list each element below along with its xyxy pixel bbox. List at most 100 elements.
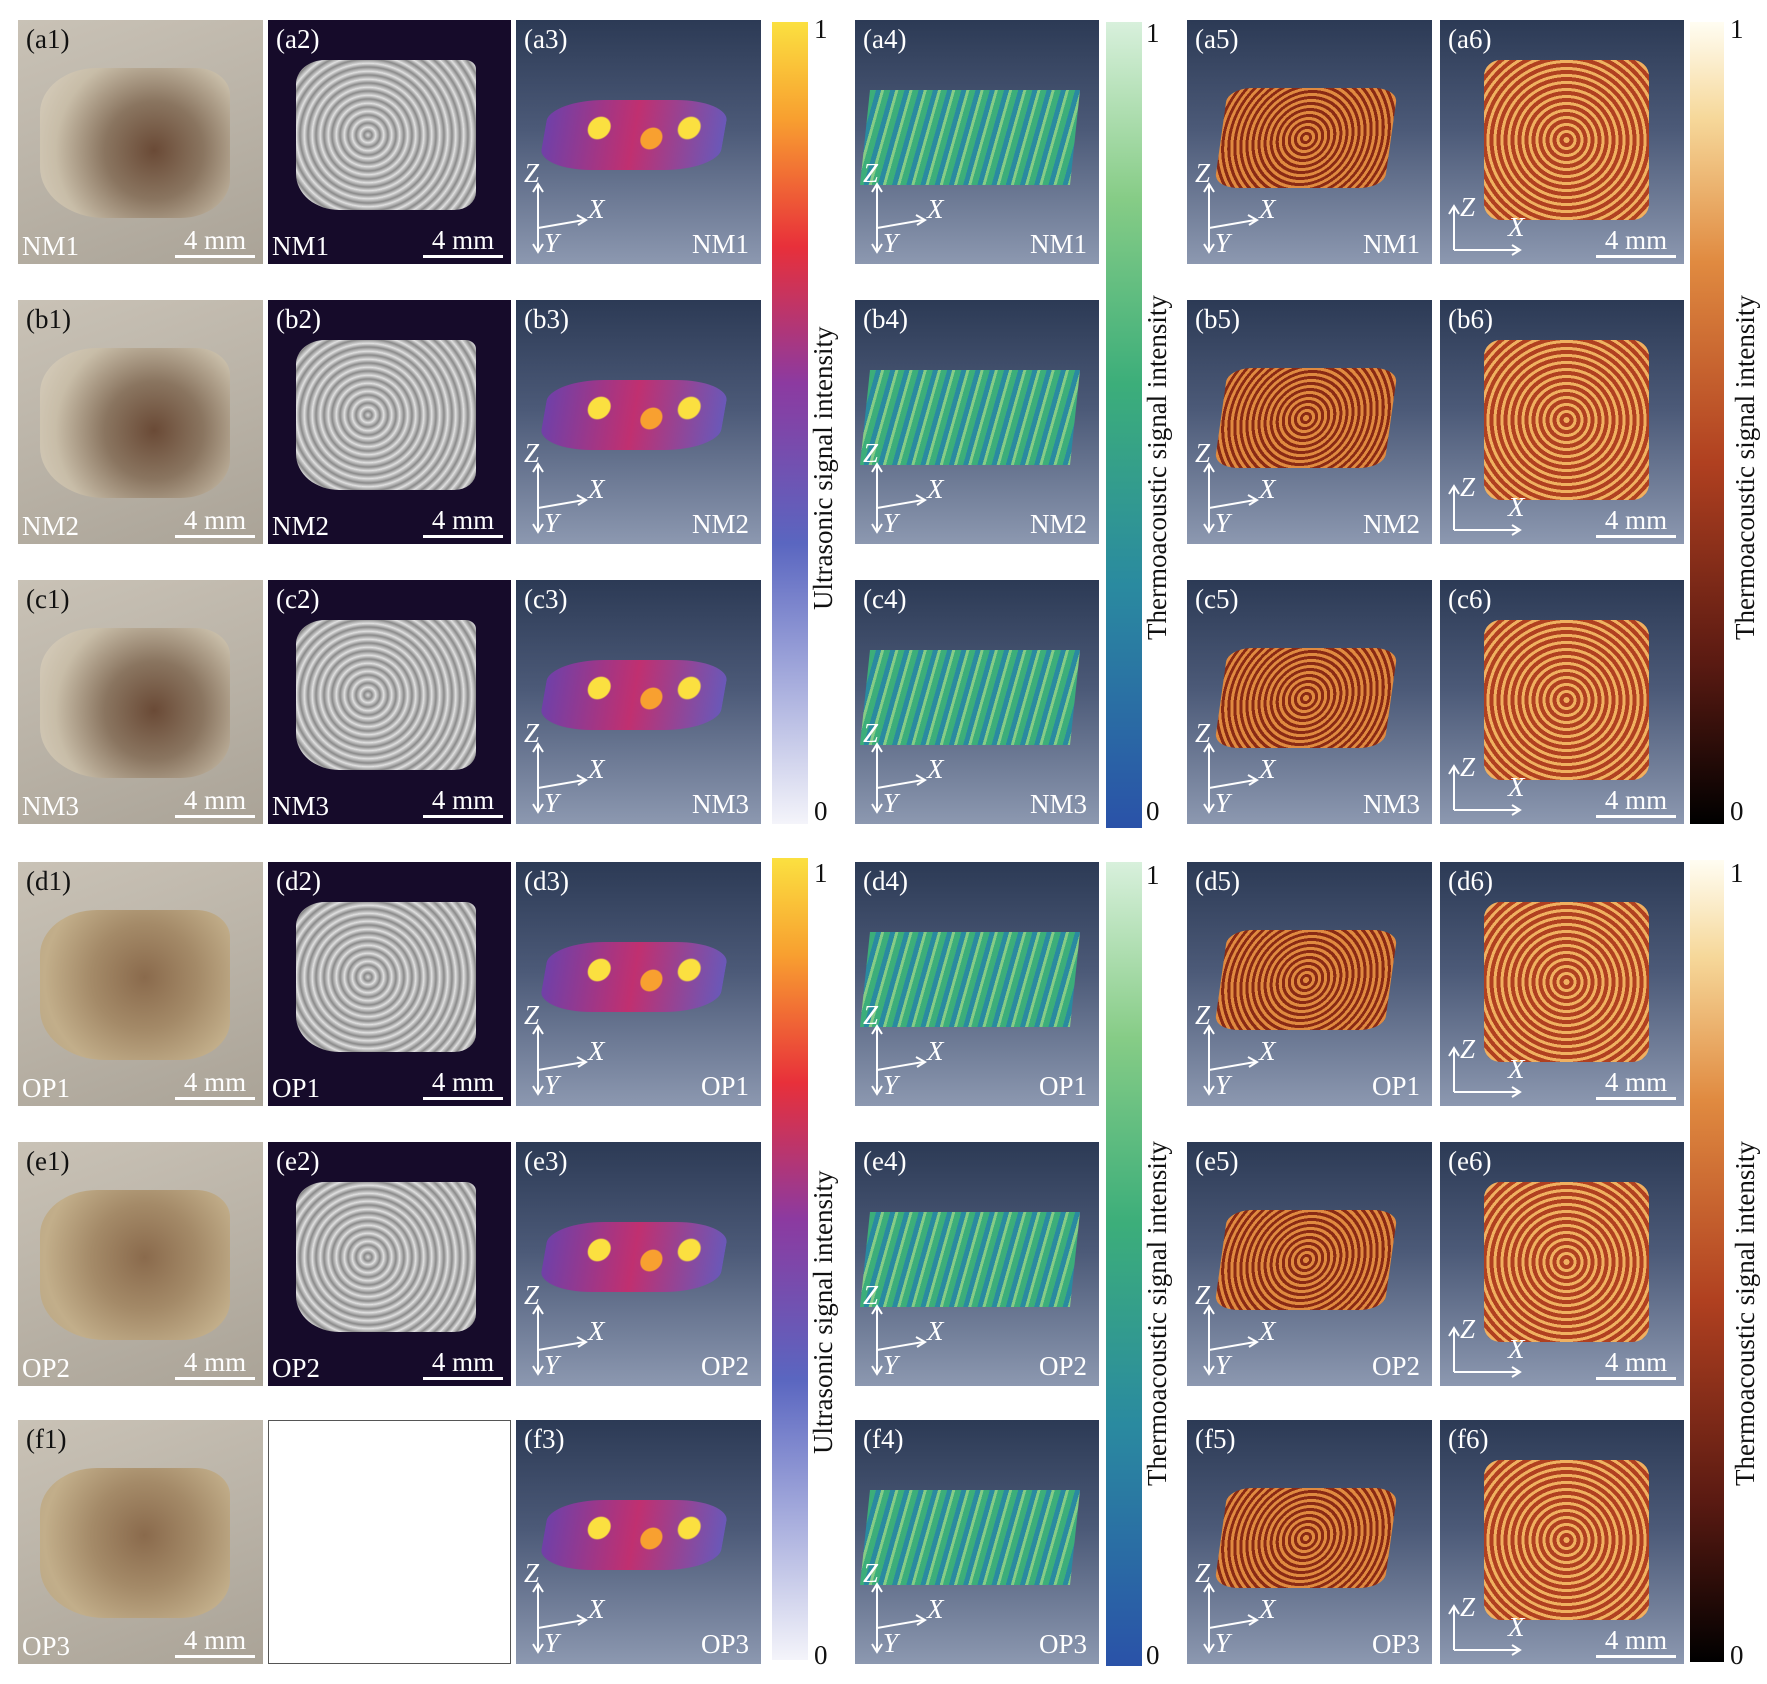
- axis-x-label: X: [588, 754, 605, 784]
- panel-label: (e4): [863, 1146, 907, 1176]
- scale-bar-text: 4 mm: [183, 505, 247, 535]
- sample-label: OP2: [22, 1353, 71, 1383]
- axis-z-label: Z: [1195, 438, 1211, 468]
- thermo-hot-max-bottom: 1: [1730, 858, 1744, 888]
- scale-bar: 4 mm: [1596, 1069, 1676, 1100]
- scale-bar-line: [423, 1097, 503, 1100]
- axis-x-label: X: [1259, 474, 1276, 504]
- axis-x-label: X: [1259, 754, 1276, 784]
- scale-bar-line: [1596, 1377, 1676, 1380]
- bone-specimen-photo: [40, 628, 230, 778]
- panel-e6: (e6) Z X 4 mm: [1440, 1142, 1684, 1386]
- panel-b4: (b4) Z X Y NM2: [855, 300, 1099, 544]
- bone-specimen-photo: [40, 910, 230, 1060]
- panel-label: (b5): [1195, 304, 1240, 334]
- sample-label: NM1: [691, 229, 749, 259]
- panel-d6: (d6) Z X 4 mm: [1440, 862, 1684, 1106]
- axis-z-label: Z: [863, 718, 879, 748]
- scale-bar-line: [175, 1377, 255, 1380]
- micro-ct-render: [296, 620, 476, 770]
- scale-bar: 4 mm: [175, 1349, 255, 1380]
- axis-y-label: Y: [544, 1070, 560, 1100]
- axis-z-label: Z: [863, 1280, 879, 1310]
- axis-y-label: Y: [544, 508, 560, 538]
- panel-label: (d5): [1195, 866, 1240, 896]
- scale-bar: 4 mm: [1596, 1349, 1676, 1380]
- scale-bar: 4 mm: [423, 507, 503, 538]
- scale-bar-line: [423, 535, 503, 538]
- axis-z-label: Z: [1195, 1000, 1211, 1030]
- sample-label: OP3: [700, 1629, 749, 1659]
- scale-bar-text: 4 mm: [1604, 1067, 1668, 1097]
- ultrasonic-max-bottom: 1: [814, 858, 828, 888]
- axis-z-label: Z: [1195, 1558, 1211, 1588]
- axis-x-label: X: [927, 1036, 944, 1066]
- scale-bar-line: [1596, 1097, 1676, 1100]
- sample-label: NM3: [691, 789, 749, 819]
- scale-bar-text: 4 mm: [431, 505, 495, 535]
- bone-specimen-photo: [40, 348, 230, 498]
- scale-bar-line: [1596, 815, 1676, 818]
- axis-y-label: Y: [544, 1628, 560, 1658]
- axis-x-label: X: [1508, 1054, 1525, 1084]
- axis-z-label: Z: [1460, 1034, 1476, 1064]
- scale-bar-line: [423, 255, 503, 258]
- ultrasonic-colorbar-bottom: [772, 858, 808, 1660]
- panel-e1: (e1) OP2 4 mm: [18, 1142, 263, 1386]
- thermo-hot-colorbar-top: [1690, 22, 1724, 824]
- sample-label: NM1: [1029, 229, 1087, 259]
- axis-x-label: X: [927, 194, 944, 224]
- thermo-green-colorbar-top: [1106, 22, 1142, 828]
- sample-label: NM2: [22, 511, 80, 541]
- scale-bar: 4 mm: [1596, 227, 1676, 258]
- panel-e5: (e5) Z X Y OP2: [1187, 1142, 1432, 1386]
- bone-specimen-photo: [40, 1468, 230, 1618]
- panel-label: (f4): [863, 1424, 904, 1454]
- scale-bar: 4 mm: [175, 1069, 255, 1100]
- panel-label: (a5): [1195, 24, 1239, 54]
- ultrasonic-colorbar-top: [772, 22, 808, 824]
- micro-ct-render: [296, 902, 476, 1052]
- panel-d1: (d1) OP1 4 mm: [18, 862, 263, 1106]
- panel-c5: (c5) Z X Y NM3: [1187, 580, 1432, 824]
- axis-x-label: X: [927, 754, 944, 784]
- panel-label: (d4): [863, 866, 908, 896]
- axis-z-label: Z: [524, 718, 540, 748]
- axis-x-label: X: [588, 1594, 605, 1624]
- sample-label: OP2: [1371, 1351, 1420, 1381]
- ultrasonic-title-top: Ultrasonic signal intensity: [808, 326, 838, 610]
- thermoacoustic-xz-render: [1484, 902, 1649, 1062]
- micro-ct-render: [296, 1182, 476, 1332]
- thermo-hot-min-top: 0: [1730, 796, 1744, 826]
- axis-y-label: Y: [1215, 228, 1231, 258]
- axis-x-label: X: [1259, 1036, 1276, 1066]
- scale-bar-text: 4 mm: [1604, 1347, 1668, 1377]
- scale-bar-text: 4 mm: [183, 1067, 247, 1097]
- scale-bar-line: [175, 255, 255, 258]
- axis-y-label: Y: [883, 228, 899, 258]
- axis-x-label: X: [588, 1316, 605, 1346]
- scale-bar-text: 4 mm: [431, 1347, 495, 1377]
- panel-label: (c2): [276, 584, 320, 614]
- thermo-green-title-top: Thermoacoustic signal intensity: [1142, 295, 1172, 640]
- panel-label: (e2): [276, 1146, 320, 1176]
- panel-label: (f6): [1448, 1424, 1489, 1454]
- scale-bar-line: [175, 1655, 255, 1658]
- sample-label: NM3: [1362, 789, 1420, 819]
- sample-label: OP3: [1038, 1629, 1087, 1659]
- panel-label: (b2): [276, 304, 321, 334]
- axis-y-label: Y: [1215, 1070, 1231, 1100]
- panel-f5: (f5) Z X Y OP3: [1187, 1420, 1432, 1664]
- axis-y-label: Y: [1215, 508, 1231, 538]
- panel-label: (f1): [26, 1424, 67, 1454]
- panel-label: (e1): [26, 1146, 70, 1176]
- panel-label: (b1): [26, 304, 71, 334]
- scale-bar: 4 mm: [175, 227, 255, 258]
